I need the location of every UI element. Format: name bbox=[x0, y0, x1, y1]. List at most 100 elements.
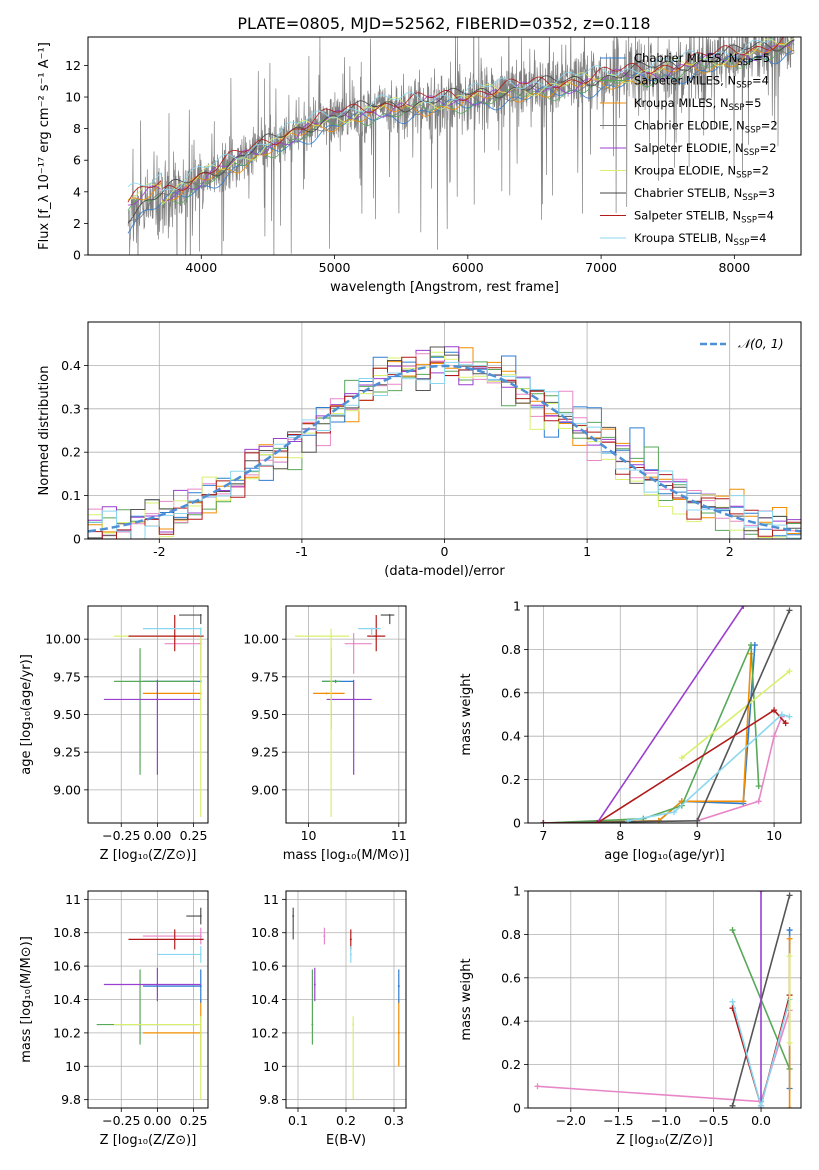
y-tick-label: 9.75 bbox=[251, 669, 279, 684]
gaussian-curve bbox=[88, 364, 801, 533]
legend-label: 𝒩(0, 1) bbox=[738, 336, 784, 351]
y-tick-label: 0.4 bbox=[501, 1014, 521, 1029]
y-tick-label: 11 bbox=[65, 892, 81, 907]
data-point bbox=[173, 938, 176, 941]
weight-marker bbox=[540, 820, 547, 823]
data-point bbox=[199, 1023, 202, 1026]
y-tick-label: 0.2 bbox=[501, 1057, 521, 1072]
data-point bbox=[388, 614, 391, 617]
x-tick-label: 0.3 bbox=[384, 1113, 404, 1128]
y-tick-label: 0 bbox=[513, 816, 521, 831]
model-line-8 bbox=[127, 37, 785, 203]
data-point bbox=[292, 915, 295, 918]
x-tick-label: 4000 bbox=[185, 260, 217, 275]
data-point bbox=[199, 935, 202, 938]
figure-title: PLATE=0805, MJD=52562, FIBERID=0352, z=0… bbox=[237, 14, 650, 33]
x-axis-label: age [log₁₀(age/yr)] bbox=[604, 848, 725, 863]
weight-line-4 bbox=[543, 606, 744, 823]
y-tick-label: 10.8 bbox=[251, 925, 279, 940]
x-tick-label: −1.5 bbox=[603, 1113, 633, 1128]
weight-marker bbox=[740, 606, 747, 609]
y-tick-label: 10.8 bbox=[53, 925, 81, 940]
residuals-panel: -2 -1 0 1 2 0 0.1 0.2 0.3 0.4 (data-model)/error No… bbox=[37, 321, 802, 579]
legend-label: Salpeter MILES, NSSP=4 bbox=[634, 74, 769, 91]
y-tick-label: 10.6 bbox=[53, 959, 81, 974]
data-point bbox=[199, 985, 202, 988]
y-tick-label: 10.2 bbox=[251, 1025, 279, 1040]
y-tick-label: 9.50 bbox=[53, 707, 81, 722]
data-point bbox=[349, 953, 352, 956]
y-tick-label: 0 bbox=[73, 248, 81, 263]
legend-label: Kroupa STELIB, NSSP=4 bbox=[634, 231, 766, 248]
x-tick-label: 0 bbox=[441, 544, 449, 559]
plot-area bbox=[96, 907, 204, 1100]
y-tick-label: 4 bbox=[73, 184, 81, 199]
data-point bbox=[156, 983, 159, 986]
weight-marker bbox=[758, 891, 765, 894]
axes-frame bbox=[527, 605, 802, 824]
y-tick-label: 0.8 bbox=[501, 642, 521, 657]
data-point bbox=[352, 642, 355, 645]
y-axis-label: age [log₁₀(age/yr)] bbox=[19, 654, 34, 775]
x-tick-label: −2.0 bbox=[556, 1113, 586, 1128]
legend-label: Chabrier MILES, NSSP=5 bbox=[634, 51, 770, 68]
weight-marker bbox=[786, 927, 793, 934]
y-tick-label: 9.75 bbox=[53, 669, 81, 684]
x-tick-label: 7 bbox=[539, 828, 547, 843]
histogram-step-9 bbox=[88, 361, 801, 539]
spectrum-panel: 4000 5000 6000 7000 8000 0 2 4 6 8 10 12 wavelength … bbox=[37, 36, 802, 295]
y-tick-label: 9.8 bbox=[61, 1092, 81, 1107]
y-tick-label: 11 bbox=[263, 892, 279, 907]
x-tick-label: −0.5 bbox=[698, 1113, 728, 1128]
weight-marker bbox=[786, 935, 793, 942]
data-point bbox=[199, 915, 202, 918]
y-tick-label: 10 bbox=[65, 1059, 81, 1074]
x-tick-label: 0.1 bbox=[288, 1113, 308, 1128]
weight-marker bbox=[786, 1105, 793, 1108]
spectrum-legend: Chabrier MILES, NSSP=5 Salpeter MILES, NS… bbox=[600, 51, 778, 248]
model-line-9 bbox=[127, 37, 795, 192]
plot-area bbox=[103, 614, 204, 817]
weight-vs-age-panel: 7 8 9 10 0 0.2 0.4 0.6 0.8 1 age [log₁₀(age/yr)] ma… bbox=[459, 599, 802, 863]
x-tick-label: 2 bbox=[726, 544, 734, 559]
y-tick-label: 10.4 bbox=[251, 992, 279, 1007]
axes-frame bbox=[285, 890, 407, 1109]
y-tick-label: 2 bbox=[73, 216, 81, 231]
model-line-6 bbox=[127, 37, 795, 205]
data-point bbox=[325, 692, 328, 695]
plot-area bbox=[534, 891, 793, 1108]
age-vs-Z-panel: −0.25 0.00 0.25 9.00 9.25 9.50 9.75 10.00 Z [log… bbox=[19, 605, 209, 863]
y-tick-label: 9.8 bbox=[259, 1092, 279, 1107]
x-tick-label: −0.25 bbox=[102, 828, 140, 843]
x-tick-label: 0.00 bbox=[143, 828, 171, 843]
y-tick-label: 12 bbox=[65, 58, 81, 73]
y-tick-label: 9.00 bbox=[251, 782, 279, 797]
y-tick-label: 10 bbox=[263, 1059, 279, 1074]
weight-marker bbox=[786, 892, 793, 899]
x-axis-label: Z [log₁₀(Z/Z⊙)] bbox=[616, 1133, 713, 1148]
weight-marker bbox=[786, 607, 793, 614]
y-tick-label: 0.2 bbox=[61, 445, 81, 460]
x-tick-label: 5000 bbox=[319, 260, 351, 275]
x-tick-label: 9 bbox=[693, 828, 701, 843]
x-tick-label: 8 bbox=[616, 828, 624, 843]
data-point bbox=[370, 627, 373, 630]
y-tick-label: 1 bbox=[513, 599, 521, 614]
y-axis-label: mass [log₁₀(M/M⊙)] bbox=[19, 936, 34, 1063]
x-tick-label: -1 bbox=[296, 544, 308, 559]
weight-marker bbox=[786, 668, 793, 675]
x-tick-label: 6000 bbox=[452, 260, 484, 275]
data-point bbox=[397, 985, 400, 988]
weight-marker bbox=[755, 798, 762, 805]
data-point bbox=[311, 1023, 314, 1026]
y-tick-label: 0.4 bbox=[61, 358, 81, 373]
weight-line-6 bbox=[681, 670, 791, 759]
weight-marker bbox=[778, 711, 785, 718]
weight-vs-Z-panel: −2.0 −1.5 −1.0 −0.5 0.0 0 0.2 0.4 0.6 0.8 1 Z [log₁… bbox=[459, 884, 802, 1148]
residuals-plot-area bbox=[88, 346, 801, 539]
weight-marker bbox=[594, 820, 601, 823]
y-tick-label: 10.4 bbox=[53, 992, 81, 1007]
x-axis-label: (data-model)/error bbox=[384, 564, 505, 579]
